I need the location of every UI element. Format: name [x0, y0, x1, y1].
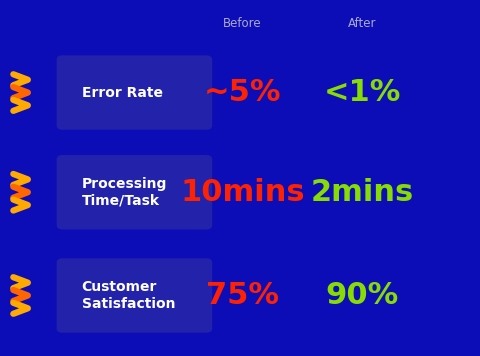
Text: Processing
Time/Task: Processing Time/Task — [82, 177, 167, 208]
Text: <1%: <1% — [324, 78, 401, 107]
Text: 90%: 90% — [326, 281, 399, 310]
Text: Customer
Satisfaction: Customer Satisfaction — [82, 280, 175, 311]
Text: 10mins: 10mins — [180, 178, 305, 207]
Text: Error Rate: Error Rate — [82, 85, 163, 100]
FancyBboxPatch shape — [57, 56, 212, 130]
Text: After: After — [348, 17, 377, 30]
Text: ~5%: ~5% — [204, 78, 281, 107]
Text: Before: Before — [223, 17, 262, 30]
Text: 2mins: 2mins — [311, 178, 414, 207]
FancyBboxPatch shape — [57, 258, 212, 333]
FancyBboxPatch shape — [57, 155, 212, 230]
Text: 75%: 75% — [206, 281, 279, 310]
